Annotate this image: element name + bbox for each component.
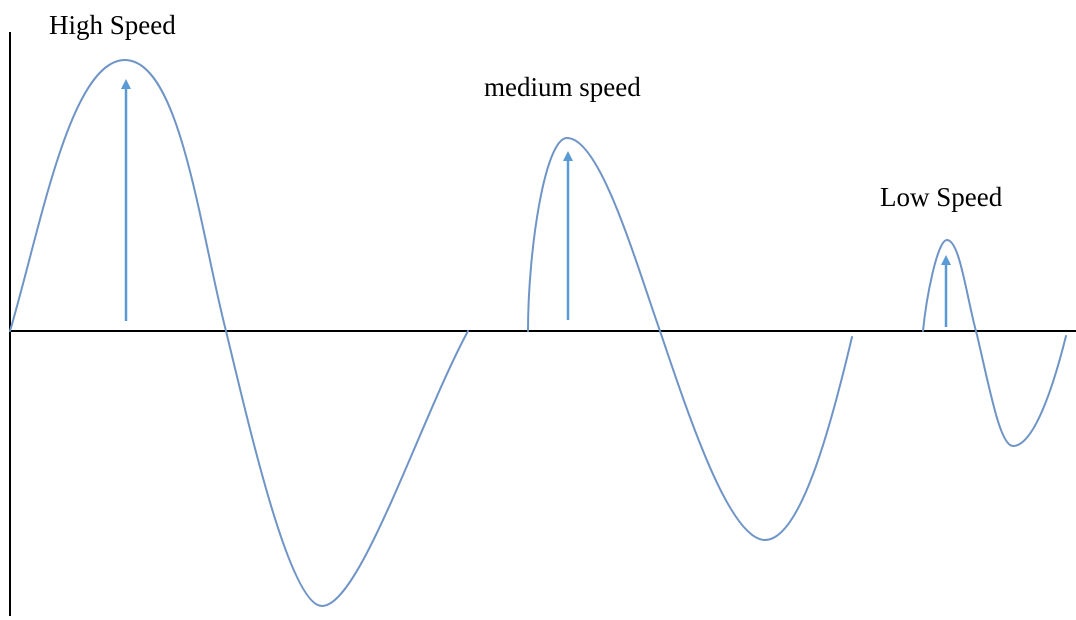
medium-speed-wave	[527, 137, 853, 541]
medium-speed-label: medium speed	[484, 72, 641, 102]
high-speed-wave	[9, 59, 469, 607]
low-speed-label: Low Speed	[880, 182, 1003, 212]
low-speed-wave	[922, 239, 1067, 447]
high-speed-label: High Speed	[49, 10, 176, 40]
